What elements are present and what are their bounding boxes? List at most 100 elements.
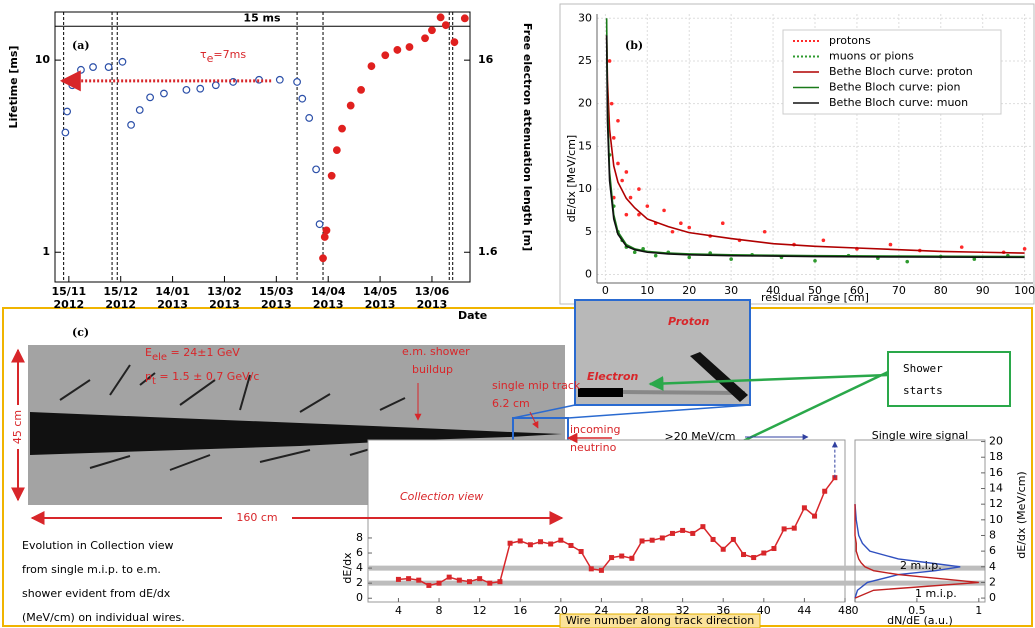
data-point bbox=[687, 255, 692, 260]
data-point bbox=[319, 254, 327, 263]
data-point bbox=[637, 212, 641, 217]
y-axis-label: Lifetime [ms] bbox=[7, 46, 20, 129]
data-point bbox=[620, 178, 624, 183]
data-point bbox=[680, 527, 686, 533]
top-label: >20 MeV/cm bbox=[665, 430, 736, 443]
data-point bbox=[298, 94, 307, 103]
length-label: 160 cm bbox=[236, 511, 277, 524]
data-point bbox=[619, 553, 625, 559]
data-point bbox=[639, 538, 645, 544]
x-tick-label: 20 bbox=[554, 604, 568, 617]
x-tick-year: 2013 bbox=[417, 298, 448, 311]
x-tick-year: 2013 bbox=[313, 298, 344, 311]
data-point bbox=[146, 93, 155, 102]
legend-label: Bethe Bloch curve: proton bbox=[829, 65, 973, 78]
data-point bbox=[460, 14, 469, 23]
data-point bbox=[127, 121, 135, 129]
data-point bbox=[588, 566, 594, 572]
y-tick-label: 16 bbox=[989, 466, 1003, 479]
data-point bbox=[406, 576, 412, 582]
y-tick-label: 20 bbox=[578, 97, 592, 110]
y-tick-label: 30 bbox=[578, 11, 592, 24]
y2-tick-label: 16 bbox=[478, 53, 494, 66]
data-point bbox=[357, 85, 365, 94]
mip-label: single mip track bbox=[492, 379, 581, 392]
x-tick-label: 100 bbox=[1014, 284, 1035, 297]
data-point bbox=[527, 542, 533, 548]
data-point bbox=[332, 146, 341, 155]
panel-label: (b) bbox=[625, 39, 643, 52]
x-tick-label: 16 bbox=[513, 604, 527, 617]
data-point bbox=[611, 136, 616, 140]
length-bg bbox=[222, 510, 292, 526]
legend-label: Bethe Bloch curve: pion bbox=[829, 81, 961, 94]
data-point bbox=[690, 530, 696, 536]
data-point bbox=[607, 59, 612, 63]
data-point bbox=[616, 161, 620, 166]
curve bbox=[605, 35, 1025, 259]
annotation-label: τe=7ms bbox=[200, 48, 246, 65]
panel-label: (c) bbox=[72, 326, 89, 339]
momentum-label: pt = 1.5 ± 0.7 GeV/c bbox=[145, 370, 259, 387]
y-axis-label: dE/dx [MeV/cm] bbox=[565, 135, 578, 222]
y-tick-label: 4 bbox=[989, 560, 996, 573]
data-point bbox=[428, 26, 436, 35]
data-point bbox=[669, 530, 675, 536]
data-point bbox=[507, 540, 513, 546]
signal-curve bbox=[854, 504, 961, 599]
data-point bbox=[327, 171, 336, 180]
x-axis-label: residual range [cm] bbox=[761, 291, 869, 304]
data-point bbox=[135, 106, 144, 114]
data-point bbox=[61, 128, 70, 137]
y-tick-label: 15 bbox=[578, 139, 592, 152]
data-point bbox=[1022, 247, 1027, 251]
data-point bbox=[305, 114, 314, 122]
y-tick-label: 10 bbox=[989, 513, 1003, 526]
x-tick-label: 24 bbox=[594, 604, 608, 617]
y-tick-label: 1 bbox=[42, 245, 50, 258]
data-point bbox=[616, 118, 620, 123]
data-point bbox=[729, 257, 733, 261]
y-tick-label: 0 bbox=[356, 591, 363, 604]
data-point bbox=[320, 233, 329, 241]
data-point bbox=[628, 195, 633, 200]
x-tick-label: 15/12 bbox=[103, 285, 138, 298]
y-tick-label: 14 bbox=[989, 482, 1003, 495]
view-label: Collection view bbox=[400, 490, 483, 503]
y-tick-label: 12 bbox=[989, 497, 1003, 510]
x-tick-year: 2013 bbox=[365, 298, 396, 311]
data-point bbox=[649, 537, 655, 543]
energy-label-sub: ele bbox=[152, 352, 167, 363]
caption-line: (MeV/cm) on individual wires. bbox=[22, 611, 185, 624]
momentum-label-sub: t bbox=[152, 376, 156, 387]
y-axis-label: dE/dx bbox=[341, 552, 354, 584]
data-point bbox=[538, 539, 544, 545]
data-point bbox=[436, 580, 442, 586]
x-tick-label: 40 bbox=[766, 284, 780, 297]
x-axis-label: Date bbox=[458, 309, 487, 322]
panel-label: (a) bbox=[72, 39, 90, 52]
data-point bbox=[421, 34, 429, 43]
data-point bbox=[771, 546, 777, 552]
data-point bbox=[182, 85, 191, 94]
data-point bbox=[598, 567, 604, 573]
annotation-label-symbol: τ bbox=[200, 48, 207, 61]
y-tick-label: 2 bbox=[989, 575, 996, 588]
x-tick-label: 12 bbox=[473, 604, 487, 617]
data-point bbox=[821, 238, 826, 243]
data-point bbox=[118, 57, 127, 66]
data-point bbox=[609, 555, 615, 561]
data-point bbox=[68, 81, 77, 90]
data-point bbox=[315, 220, 324, 229]
data-point bbox=[822, 488, 828, 494]
data-point bbox=[629, 555, 635, 561]
data-point bbox=[322, 226, 331, 235]
x-tick-year: 2013 bbox=[261, 298, 292, 311]
data-point bbox=[416, 577, 422, 583]
height-bg bbox=[11, 405, 25, 449]
zoom-electron: Electron bbox=[587, 370, 639, 383]
x-tick-label: 70 bbox=[892, 284, 906, 297]
callout-text: starts bbox=[903, 384, 943, 397]
data-point bbox=[710, 536, 716, 542]
y-tick-label: 2 bbox=[356, 576, 363, 589]
